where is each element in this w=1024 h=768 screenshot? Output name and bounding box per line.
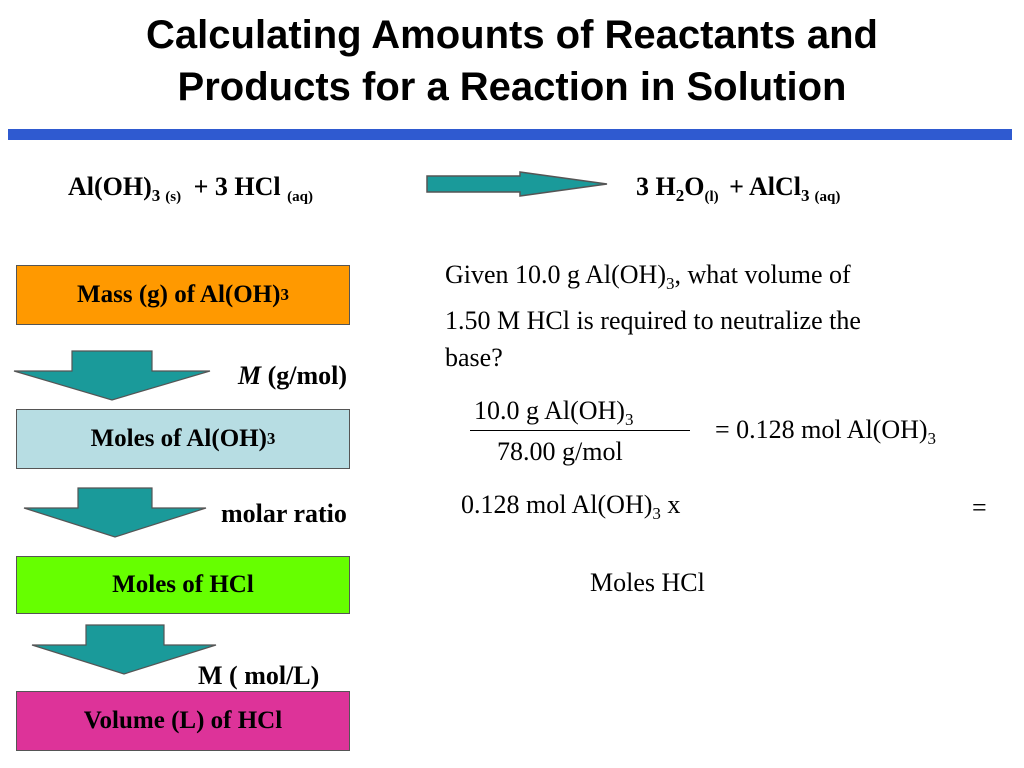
flow-box-moles-hcl: Moles of HCl xyxy=(16,556,350,614)
flow-arrow-3-icon xyxy=(31,624,217,675)
page-title-line1: Calculating Amounts of Reactants and xyxy=(146,13,878,57)
calc-result-text: = 0.128 mol Al(OH) xyxy=(715,415,928,444)
calc-numerator-text: 10.0 g Al(OH) xyxy=(474,396,625,425)
reactant-hcl: + 3 HCl xyxy=(193,172,281,201)
product-water-oxygen: O xyxy=(684,172,705,201)
calc-step2-subscript: 3 xyxy=(652,504,661,523)
calc-step2-times: x xyxy=(660,490,681,519)
problem-line-1-b: , what volume of xyxy=(674,260,851,289)
flow-box-moles-aloh-subscript: 3 xyxy=(266,429,276,448)
flow-box-mass-aloh-label: Mass (g) of Al(OH) xyxy=(77,281,281,308)
reactant-aloh-subscript: 3 xyxy=(151,186,161,205)
flow-arrow-1-icon xyxy=(13,350,211,401)
conversion-molar-mass: M (g/mol) xyxy=(238,361,347,391)
product-alcl3-subscript: 3 xyxy=(801,186,810,205)
calc-result: = 0.128 mol Al(OH)3 xyxy=(715,411,936,457)
problem-line-3: base? xyxy=(445,343,503,372)
moles-hcl-label: Moles HCl xyxy=(590,568,705,597)
page-title-line2: Products for a Reaction in Solution xyxy=(177,65,847,109)
flow-box-mass-aloh-subscript: 3 xyxy=(280,285,289,304)
product-water-subscript: 2 xyxy=(675,186,685,205)
calc-denominator: 78.00 g/mol xyxy=(497,437,623,466)
reaction-arrow-icon xyxy=(426,171,608,197)
problem-line-2: 1.50 M HCl is required to neutralize the xyxy=(445,306,861,335)
calc-step2-text: 0.128 mol Al(OH) xyxy=(461,490,653,519)
flow-box-moles-aloh: Moles of Al(OH) 3 xyxy=(16,409,350,469)
molar-mass-units: (g/mol) xyxy=(261,361,348,390)
flow-box-mass-aloh: Mass (g) of Al(OH) 3 xyxy=(16,265,350,325)
problem-line-1: Given 10.0 g Al(OH)3, what volume of xyxy=(445,256,861,302)
flow-box-moles-aloh-label: Moles of Al(OH) xyxy=(90,425,267,452)
problem-statement: Given 10.0 g Al(OH)3, what volume of 1.5… xyxy=(445,256,861,376)
calc-numerator-subscript: 3 xyxy=(624,410,634,429)
problem-line-1-subscript: 3 xyxy=(665,274,675,293)
product-alcl3-state: (aq) xyxy=(814,189,841,205)
product-water: 3 H xyxy=(636,172,676,201)
title-divider xyxy=(8,129,1012,140)
calc-step2: 0.128 mol Al(OH)3 x xyxy=(461,486,680,532)
reaction-products: 3 H2O(l) + AlCl3 (aq) xyxy=(636,172,840,212)
reaction-reactants: Al(OH)3 (s) + 3 HCl (aq) xyxy=(68,172,313,212)
conversion-molar-ratio: molar ratio xyxy=(221,499,347,528)
flow-box-volume-hcl: Volume (L) of HCl xyxy=(16,691,350,751)
flow-arrow-2-icon xyxy=(23,487,207,538)
conversion-molarity: M ( mol/L) xyxy=(198,661,320,690)
calc-result-subscript: 3 xyxy=(927,429,937,448)
problem-line-1-a: Given 10.0 g Al(OH) xyxy=(445,260,666,289)
reactant-hcl-state: (aq) xyxy=(287,189,313,205)
calc-numerator: 10.0 g Al(OH)3 xyxy=(474,392,633,438)
product-water-state: (l) xyxy=(704,189,719,205)
calc-step2-equals: = xyxy=(972,493,987,522)
product-alcl3: + AlCl xyxy=(729,172,802,201)
flow-box-moles-hcl-label: Moles of HCl xyxy=(112,571,254,598)
reactant-aloh-state: (s) xyxy=(165,189,182,205)
fraction-bar xyxy=(470,430,690,431)
flow-box-volume-hcl-label: Volume (L) of HCl xyxy=(83,707,283,734)
reactant-aloh: Al(OH) xyxy=(68,172,152,201)
molar-mass-symbol: M xyxy=(238,361,262,390)
